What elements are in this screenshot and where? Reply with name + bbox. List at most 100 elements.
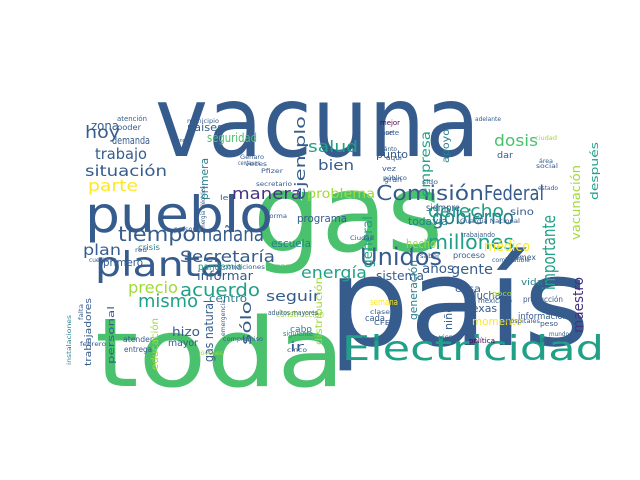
- word-educacion: educación: [149, 318, 161, 370]
- word-centavos: centavos: [238, 160, 260, 167]
- word-apoyo: apoyo: [441, 129, 452, 163]
- word-veces: veces: [245, 161, 267, 168]
- word-peso: peso: [540, 320, 558, 328]
- word-cada: cada: [365, 314, 385, 324]
- word-punto: punto: [376, 148, 408, 161]
- word-dosis: dosis: [494, 131, 538, 150]
- word-atencion: atención: [117, 115, 147, 123]
- word-todavia: todavía: [408, 215, 448, 228]
- word-falta: falta: [78, 304, 85, 320]
- word-proceso: proceso: [453, 251, 485, 260]
- word-adelante: adelante: [475, 116, 501, 123]
- word-centro: centro: [209, 292, 247, 305]
- word-ejemplo: ejemplo: [293, 116, 309, 200]
- word-escuela: escuela: [271, 237, 311, 250]
- word-cuenta: cuenta: [89, 257, 109, 264]
- word-ciudad: ciudad: [535, 135, 557, 142]
- word-forma: forma: [267, 213, 287, 220]
- word-nino: niño: [442, 306, 455, 330]
- word-bien: bien: [318, 158, 354, 174]
- word-hospitales: hospitales: [506, 318, 540, 325]
- word-poco: poco: [492, 290, 512, 298]
- word-primero: primero: [103, 256, 143, 269]
- word-norte: norte: [381, 129, 399, 137]
- word-gas: gas: [253, 152, 443, 277]
- word-base: base: [377, 129, 393, 137]
- word-gas-natural: gas natural: [202, 300, 216, 362]
- word-unidos: Unidos: [360, 243, 442, 271]
- word-mundo: mundo: [549, 331, 569, 338]
- word-pfizer: Pfizer: [261, 168, 284, 175]
- word-seguir: seguir: [266, 289, 320, 305]
- word-pais: país: [328, 232, 590, 374]
- word-paises: paises: [187, 121, 223, 134]
- word-cuanto: cuánto: [377, 146, 397, 153]
- word-mayor: mayor: [168, 338, 199, 349]
- word-hoy: hoy: [85, 123, 120, 143]
- word-empresa: empresa: [419, 131, 434, 197]
- word-atender: atender: [123, 335, 154, 344]
- word-secretario: secretario: [256, 181, 292, 188]
- word-trabajadores: trabajadores: [84, 298, 94, 366]
- word-sino: sino: [510, 207, 534, 218]
- word-problema: problema: [307, 187, 375, 202]
- word-vacuna: vacuna: [155, 66, 480, 180]
- word-semana: semana: [370, 298, 398, 308]
- word-acuerdo: acuerdo: [180, 280, 260, 301]
- word-vida: vida: [521, 278, 543, 288]
- word-hecho: hecho: [406, 237, 436, 251]
- word-importante: importante: [539, 215, 560, 290]
- word-programa: programa: [297, 212, 347, 225]
- word-texas: Texas: [466, 302, 497, 315]
- word-muchas: Muchas: [468, 289, 506, 302]
- word-seguridad: seguridad: [207, 131, 257, 145]
- word-generacion: generación: [407, 260, 420, 320]
- word-saber: saber: [420, 253, 441, 260]
- word-febrero: febrero: [80, 341, 106, 348]
- word-gente: gente: [451, 262, 493, 278]
- word-condiciones: condiciones: [223, 264, 265, 271]
- word-mejor: mejor: [380, 119, 400, 127]
- word-energia: energía: [301, 263, 367, 282]
- word-informar: informar: [197, 269, 253, 283]
- word-medico: médico: [484, 239, 530, 255]
- word-mexicano: mexicano: [478, 297, 512, 305]
- word-guardia-nacional: Guardia Nacional: [460, 218, 520, 225]
- word-siguiente: siguiente: [283, 330, 313, 338]
- word-pandemia: pandemia: [198, 262, 242, 273]
- word-ley: ley: [220, 194, 234, 202]
- word-pueblo: pueblo: [85, 186, 273, 244]
- word-politica: política: [469, 337, 495, 345]
- word-momento: momento: [472, 315, 522, 328]
- word-area: área: [539, 158, 553, 165]
- word-produccion: producción: [523, 294, 563, 304]
- word-vez: vez: [382, 165, 396, 173]
- word-gobierno: gobierno: [432, 205, 514, 229]
- word-zona: zona: [91, 119, 119, 133]
- word-derecho: derecho: [428, 201, 504, 222]
- word-cabo: cabo: [290, 325, 312, 335]
- word-despues: después: [588, 142, 601, 200]
- word-estado: estado: [538, 185, 558, 192]
- word-anos: años: [422, 262, 454, 277]
- word-combustible: combustible: [492, 257, 530, 264]
- word-salud: salud: [308, 137, 358, 156]
- word-planta: planta: [95, 245, 225, 285]
- word-demanda: demanda: [112, 134, 150, 147]
- word-trabajo: trabajo: [95, 145, 147, 163]
- word-municipio: municipio: [187, 118, 219, 125]
- word-dar: dar: [497, 151, 513, 161]
- word-millones: millones: [428, 230, 514, 254]
- word-personas: personas: [174, 225, 204, 234]
- word-aqui: aquí: [386, 154, 403, 162]
- word-cfe: CFE: [374, 319, 390, 327]
- word-adultos-mayores: adultos mayores: [268, 309, 318, 317]
- word-instalaciones: instalaciones: [66, 315, 73, 365]
- word-pemex: Pemex: [510, 253, 536, 262]
- word-solo: sólo: [239, 301, 255, 345]
- word-siempre: siempre: [426, 203, 460, 214]
- word-personal: personal: [107, 306, 117, 364]
- word-parte: parte: [88, 176, 138, 195]
